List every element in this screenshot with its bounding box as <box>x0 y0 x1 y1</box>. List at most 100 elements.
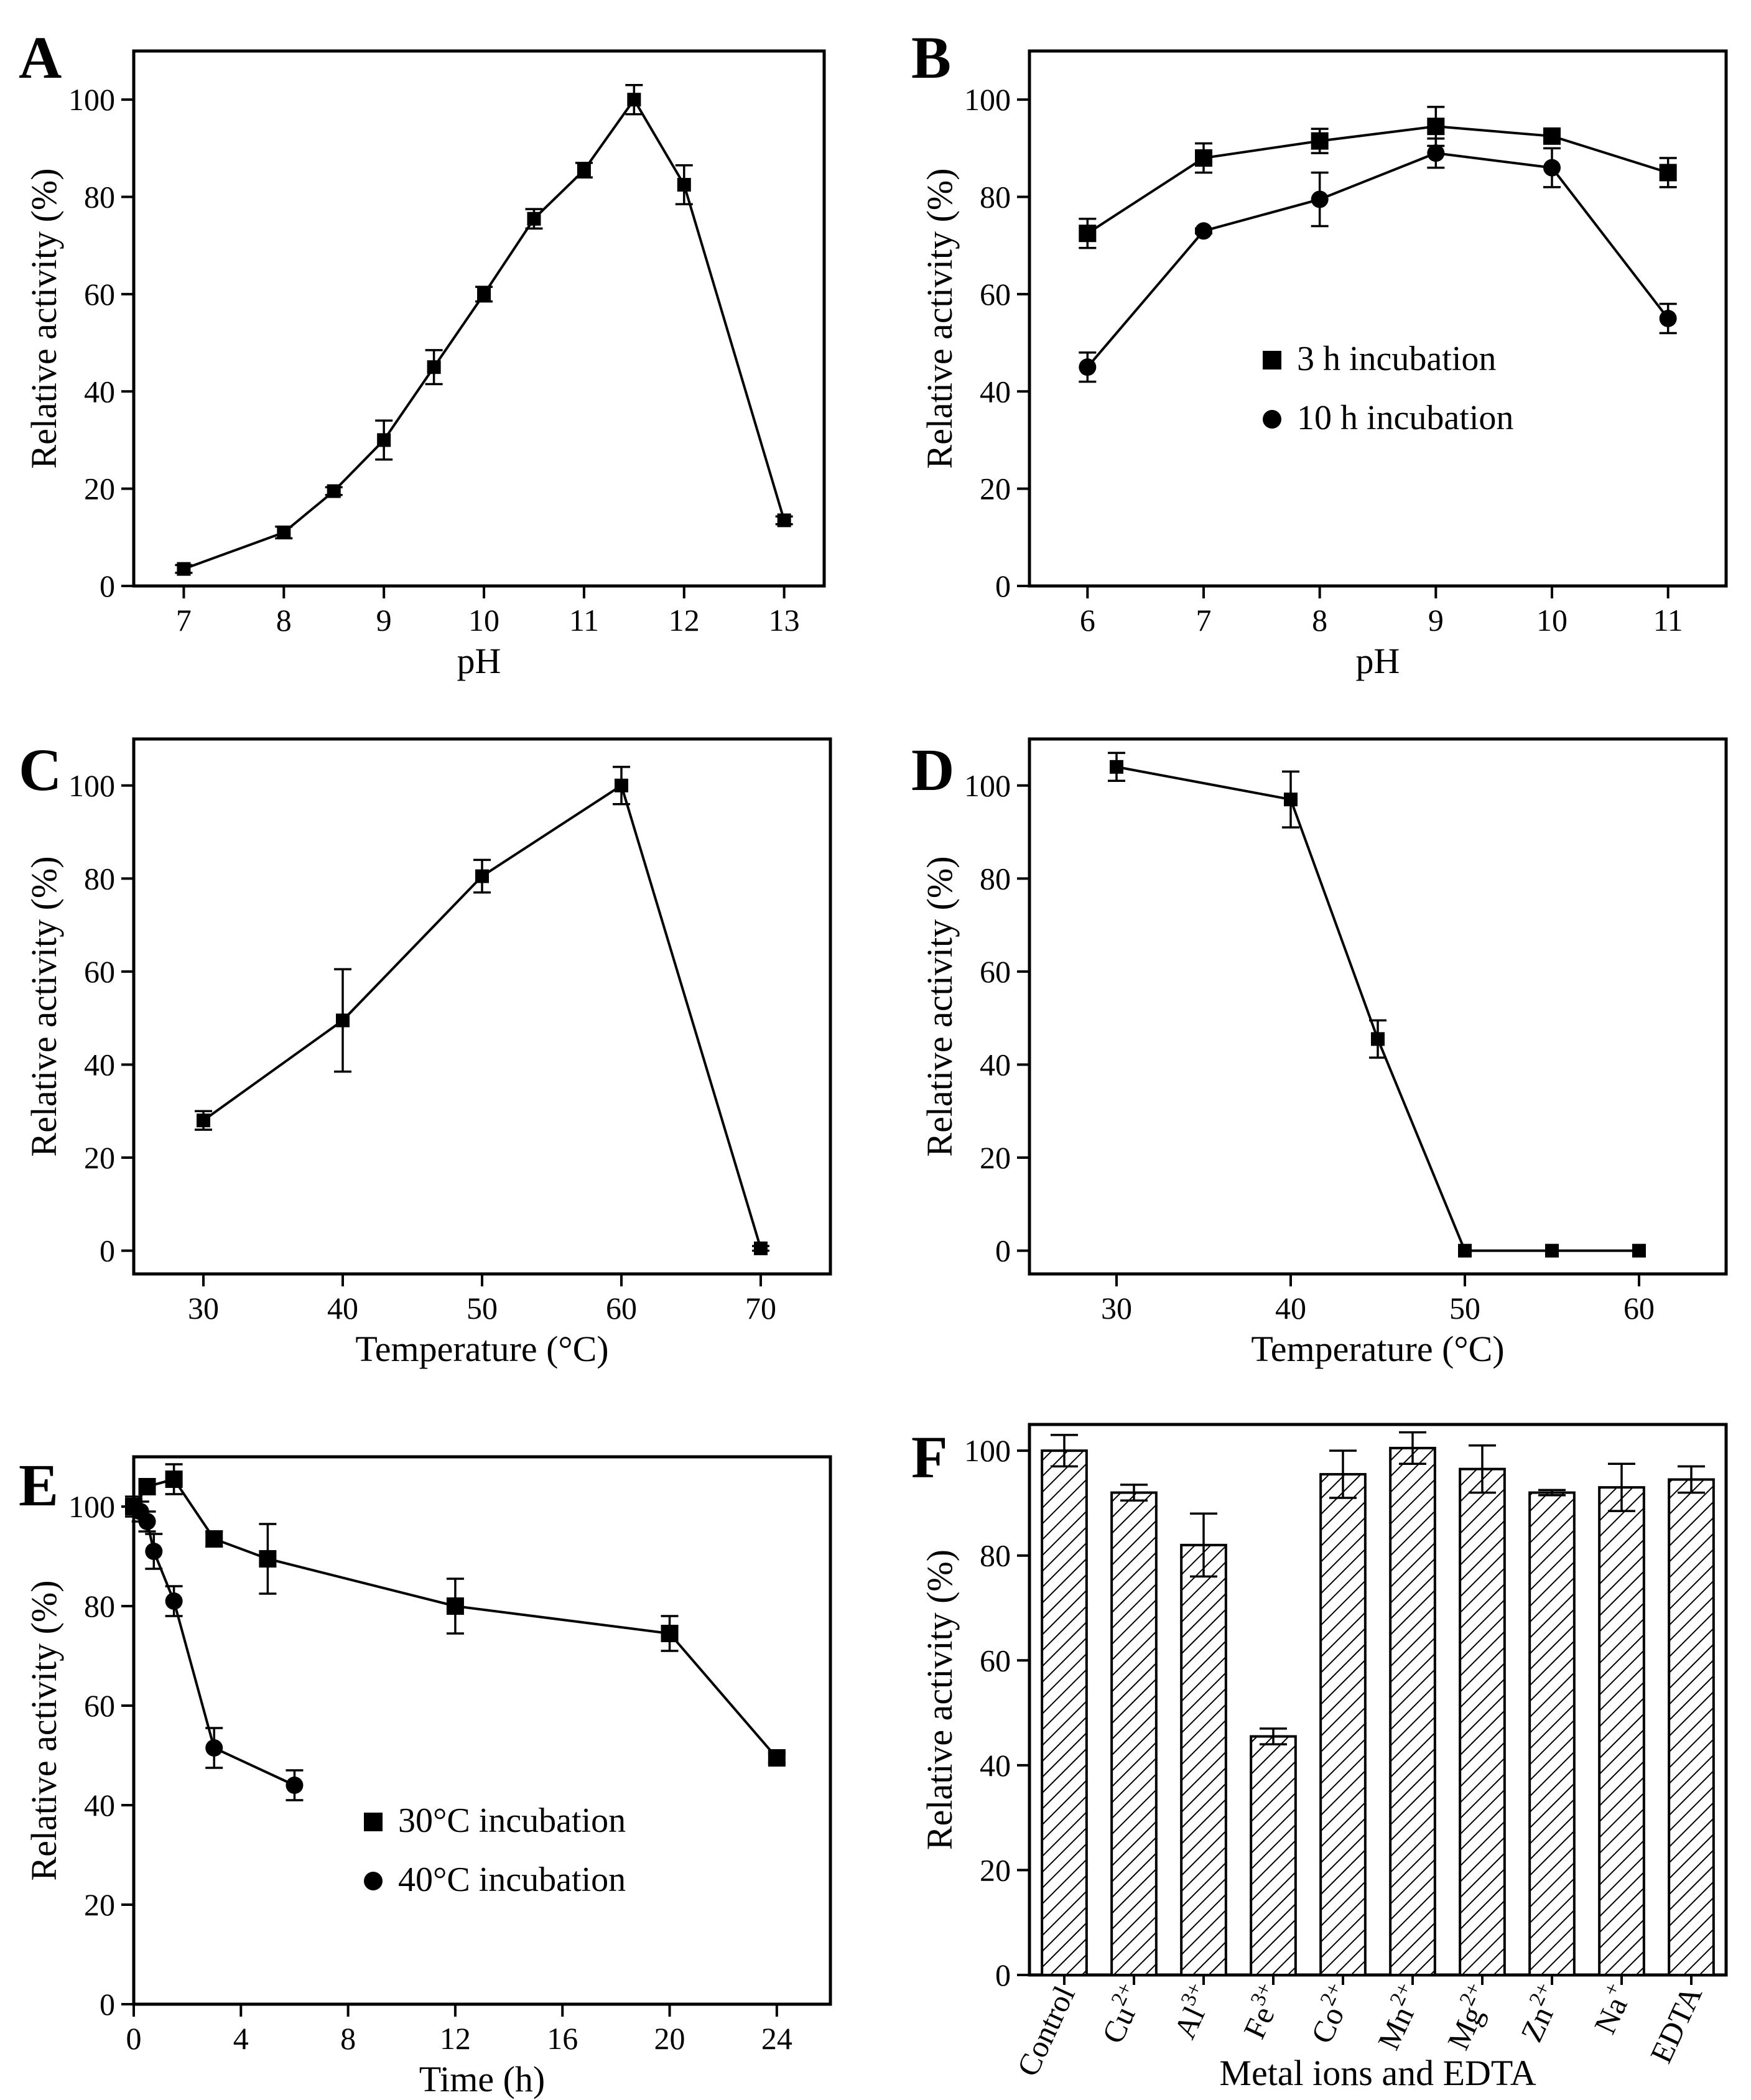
data-point <box>754 1241 768 1255</box>
y-axis-label: Relative activity (%) <box>919 856 960 1156</box>
category-base: Na <box>1587 1991 1633 2039</box>
data-point <box>427 360 441 374</box>
panel-letter: B <box>911 24 951 91</box>
x-tick-label: 12 <box>669 603 700 638</box>
plot-frame <box>1028 1423 1728 1977</box>
data-point <box>446 1597 464 1615</box>
plot-frame <box>132 49 826 588</box>
bar <box>1528 1491 1576 1977</box>
data-point <box>527 211 541 226</box>
panel-b: 6 7 8 9 10 11 0 20 40 60 80 100 pH Relative activity … <box>911 24 1728 681</box>
series-line <box>202 783 762 1249</box>
x-tick-label: 6 <box>1080 603 1095 638</box>
data-point <box>475 869 489 883</box>
y-tick-label: 40 <box>980 1748 1011 1783</box>
x-tick-label: 40 <box>1275 1291 1306 1326</box>
x-category-label: Mg2+ <box>1437 1979 1500 2055</box>
data-point <box>336 1013 350 1028</box>
data-point <box>205 1739 223 1757</box>
data-point <box>1079 358 1097 376</box>
y-tick-label: 40 <box>980 1047 1011 1082</box>
x-tick-label: 40 <box>327 1291 358 1326</box>
category-base: EDTA <box>1643 1981 1709 2068</box>
y-tick-label: 40 <box>84 1788 115 1823</box>
legend-marker <box>1263 410 1281 429</box>
data-point <box>1110 760 1123 774</box>
x-tick-label: 13 <box>769 603 800 638</box>
x-tick-label: 60 <box>606 1291 637 1326</box>
data-point <box>661 1625 679 1642</box>
plot-frame <box>1028 49 1728 588</box>
category-base: Zn <box>1513 2001 1559 2047</box>
x-category-label: Al3+ <box>1163 1979 1221 2043</box>
y-tick-label: 80 <box>980 180 1011 215</box>
y-tick-label: 60 <box>980 954 1011 989</box>
data-point <box>1311 190 1329 208</box>
data-point <box>327 484 341 498</box>
data-point <box>165 1470 183 1488</box>
data-point <box>677 178 691 192</box>
y-tick-label: 20 <box>980 472 1011 506</box>
bar <box>1598 1486 1645 1976</box>
data-point <box>1311 132 1329 150</box>
category-base: Cu <box>1095 2001 1141 2049</box>
panel-d: 30 40 50 60 0 20 40 60 80 100 Temperature (°C) Rela… <box>911 736 1728 1369</box>
x-tick-label: 12 <box>440 2021 471 2056</box>
y-tick-label: 60 <box>980 1643 1011 1678</box>
data-point <box>615 778 628 792</box>
x-tick-label: 0 <box>126 2021 142 2056</box>
y-axis-label: Relative activity (%) <box>24 856 64 1156</box>
x-tick-label: 4 <box>233 2021 249 2056</box>
legend-label: 40°C incubation <box>398 1861 626 1899</box>
data-point <box>627 93 641 107</box>
x-axis-label: Temperature (°C) <box>1251 1329 1504 1369</box>
bar <box>1041 1449 1088 1976</box>
y-tick-label: 40 <box>84 374 115 409</box>
y-tick-label: 60 <box>84 277 115 312</box>
bar <box>1250 1735 1297 1976</box>
data-point <box>1632 1243 1646 1258</box>
y-tick-label: 20 <box>980 1852 1011 1887</box>
y-axis-label: Relative activity (%) <box>24 168 64 468</box>
x-tick-label: 60 <box>1623 1291 1655 1326</box>
y-tick-label: 0 <box>100 569 115 603</box>
y-tick-label: 100 <box>964 82 1011 117</box>
y-tick-label: 40 <box>980 374 1011 409</box>
y-tick-label: 80 <box>84 180 115 215</box>
y-axis-label: Relative activity (%) <box>919 1549 960 1850</box>
y-tick-label: 100 <box>68 82 115 117</box>
y-tick-label: 0 <box>100 1234 115 1268</box>
series-line <box>1087 125 1669 235</box>
x-tick-label: 24 <box>761 2021 792 2056</box>
y-tick-label: 100 <box>68 768 115 803</box>
data-point <box>1284 792 1298 807</box>
x-tick-label: 50 <box>467 1291 498 1326</box>
data-point <box>777 513 791 527</box>
data-point <box>145 1543 163 1560</box>
data-point <box>1371 1032 1385 1046</box>
x-tick-label: 20 <box>654 2021 685 2056</box>
y-tick-label: 60 <box>980 277 1011 312</box>
plot-frame <box>132 737 832 1276</box>
y-tick-label: 20 <box>84 1140 115 1175</box>
series-line <box>1116 765 1639 1252</box>
x-tick-label: 8 <box>276 603 292 638</box>
y-tick-label: 60 <box>84 954 115 989</box>
data-point <box>1195 222 1212 240</box>
x-axis-label: pH <box>1356 641 1400 681</box>
bar <box>1180 1543 1227 1977</box>
y-tick-label: 0 <box>995 1958 1011 1992</box>
x-tick-label: 30 <box>188 1291 219 1326</box>
data-point <box>259 1550 277 1568</box>
panel-letter: E <box>19 1452 58 1518</box>
x-category-label: EDTA <box>1643 1981 1709 2068</box>
x-tick-label: 16 <box>547 2021 578 2056</box>
legend-marker <box>364 1813 383 1831</box>
x-tick-label: 9 <box>1428 603 1444 638</box>
data-point <box>1427 118 1445 136</box>
y-tick-label: 80 <box>980 861 1011 896</box>
data-point <box>1195 149 1212 167</box>
x-category-label: Control <box>1010 1981 1082 2081</box>
data-point <box>1659 164 1677 182</box>
